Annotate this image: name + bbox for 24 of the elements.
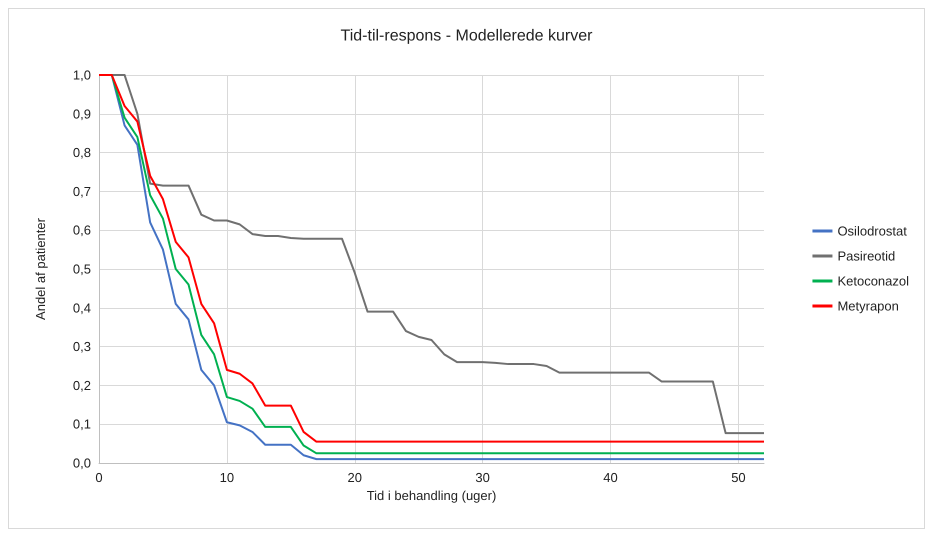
x-axis-title: Tid i behandling (uger) [366,488,496,503]
legend-label: Ketoconazol [837,274,910,288]
x-tick-label: 30 [475,470,490,485]
x-tick-label: 0 [95,470,103,485]
y-tick-label: 0,2 [72,378,91,393]
y-tick-label: 0,6 [72,222,91,238]
y-tick-label: 0,1 [72,416,91,432]
y-tick-label: 0,3 [72,339,91,354]
chart-title: Tid-til-respons - Modellerede kurver [340,28,594,44]
x-tick-label: 20 [348,470,362,485]
y-tick-label: 0,8 [72,145,91,160]
x-tick-label: 40 [603,470,618,485]
y-tick-label: 0,0 [72,456,91,470]
y-axis-title: Andel af patienter [33,217,48,320]
y-tick-label: 0,4 [72,300,91,316]
x-tick-label: 10 [220,470,234,485]
legend-label: Osilodrostat [837,224,908,238]
legend-label: Metyrapon [837,298,899,314]
legend-label: Pasireotid [837,248,896,264]
y-tick-label: 0,9 [72,106,91,122]
y-tick-label: 1,0 [72,68,91,82]
y-tick-label: 0,7 [72,184,91,199]
x-tick-label: 50 [731,470,746,485]
y-tick-label: 0,5 [72,262,91,276]
